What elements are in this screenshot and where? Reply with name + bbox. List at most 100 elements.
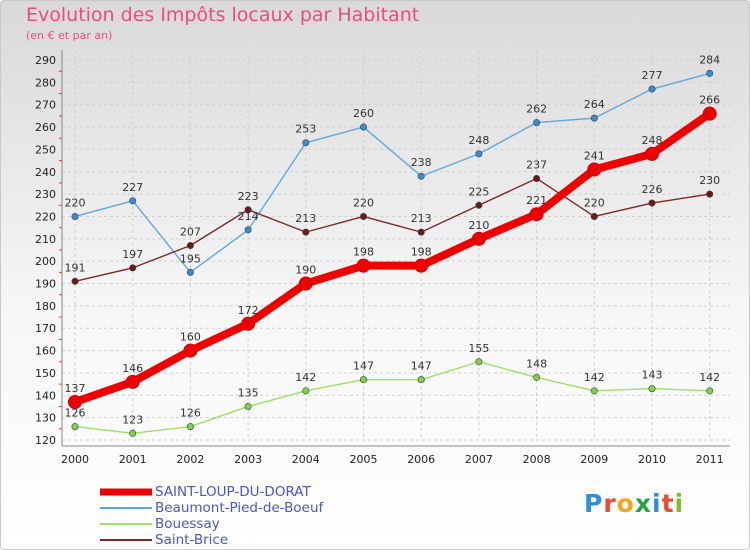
series-markers: [68, 69, 717, 437]
data-point: [68, 395, 82, 409]
data-point: [244, 402, 252, 410]
data-point: [359, 123, 367, 131]
data-label: 230: [699, 174, 720, 187]
data-point: [702, 106, 717, 121]
data-point: [71, 277, 79, 285]
data-point: [302, 139, 310, 147]
legend-label: SAINT-LOUP-DU-DORAT: [155, 484, 311, 500]
data-point: [186, 423, 194, 431]
y-tick-label: 180: [35, 300, 56, 313]
data-label: 143: [642, 369, 663, 382]
y-tick-label: 150: [35, 367, 56, 380]
logo-letter: o: [616, 489, 635, 518]
data-label: 146: [122, 362, 143, 375]
data-label: 237: [526, 158, 547, 171]
data-label: 160: [180, 331, 201, 344]
data-label: 148: [526, 357, 547, 370]
data-point: [648, 85, 656, 93]
y-tick-label: 190: [35, 278, 56, 291]
data-point: [186, 242, 194, 250]
data-point: [302, 228, 310, 236]
legend-item: Beaumont-Pied-de-Boeuf: [100, 500, 420, 516]
y-tick-label: 170: [35, 322, 56, 335]
data-label: 238: [411, 156, 432, 169]
y-tick-label: 270: [35, 99, 56, 112]
data-label: 198: [411, 246, 432, 259]
data-label: 277: [642, 69, 663, 82]
legend-swatch: [100, 523, 152, 525]
y-tick-label: 130: [35, 412, 56, 425]
data-label: 195: [180, 252, 201, 265]
data-point: [533, 119, 541, 127]
data-point: [183, 343, 198, 358]
data-point: [129, 197, 137, 205]
data-label: 198: [353, 246, 374, 259]
x-tick-label: 2000: [61, 453, 89, 466]
x-tick-label: 2005: [350, 453, 378, 466]
data-point: [417, 228, 425, 236]
legend-swatch: [100, 507, 152, 509]
data-label: 197: [122, 248, 143, 261]
data-label: 137: [65, 382, 86, 395]
data-point: [298, 276, 313, 291]
legend-swatch: [100, 539, 152, 541]
data-label: 248: [468, 134, 489, 147]
y-tick-label: 250: [35, 143, 56, 156]
data-point: [302, 387, 310, 395]
series-line: [74, 177, 711, 282]
logo-letter: r: [603, 489, 617, 518]
data-label: 135: [238, 386, 259, 399]
data-point: [590, 212, 598, 220]
x-tick-label: 2011: [696, 453, 724, 466]
logo-letter: x: [634, 489, 652, 518]
data-label: 253: [295, 123, 316, 136]
proxiti-logo: Proxiti: [584, 489, 684, 518]
data-point: [706, 69, 714, 77]
data-label: 142: [295, 371, 316, 384]
data-label: 147: [353, 360, 374, 373]
data-label: 227: [122, 181, 143, 194]
data-label: 207: [180, 226, 201, 239]
y-tick-label: 290: [35, 54, 56, 67]
x-tick-label: 2010: [638, 453, 666, 466]
x-tick-label: 2003: [234, 453, 262, 466]
data-point: [471, 231, 486, 246]
data-label: 221: [526, 194, 547, 207]
legend-item: Bouessay: [100, 516, 420, 532]
data-point: [645, 146, 659, 161]
data-label: 220: [353, 196, 374, 209]
legend-item: SAINT-LOUP-DU-DORAT: [100, 484, 420, 500]
data-point: [529, 207, 544, 222]
data-point: [414, 258, 429, 273]
data-label: 172: [238, 304, 259, 317]
data-label: 126: [65, 407, 86, 420]
data-point: [533, 174, 541, 182]
x-tick-label: 2001: [119, 453, 147, 466]
data-point: [648, 199, 656, 207]
data-point: [129, 429, 137, 437]
data-label: 220: [584, 196, 605, 209]
data-label: 147: [411, 360, 432, 373]
chart-subtitle: (en € et par an): [26, 29, 113, 42]
data-label: 123: [122, 413, 143, 426]
legend-label: Saint-Brice: [155, 532, 229, 548]
x-tick-label: 2009: [580, 453, 608, 466]
axes: [59, 50, 730, 447]
data-point: [71, 212, 79, 220]
data-label: 155: [468, 342, 489, 355]
legend-label: Bouessay: [155, 516, 220, 532]
logo-letter: i: [674, 489, 685, 518]
data-label: 260: [353, 107, 374, 120]
data-label: 262: [526, 103, 547, 116]
data-point: [475, 358, 483, 366]
data-point: [475, 201, 483, 209]
data-point: [356, 258, 371, 273]
y-tick-label: 140: [35, 389, 56, 402]
y-tick-label: 230: [35, 188, 56, 201]
data-label: 210: [468, 219, 489, 232]
legend-label: Beaumont-Pied-de-Boeuf: [155, 500, 324, 516]
data-label: 213: [295, 212, 316, 225]
data-point: [648, 385, 656, 393]
